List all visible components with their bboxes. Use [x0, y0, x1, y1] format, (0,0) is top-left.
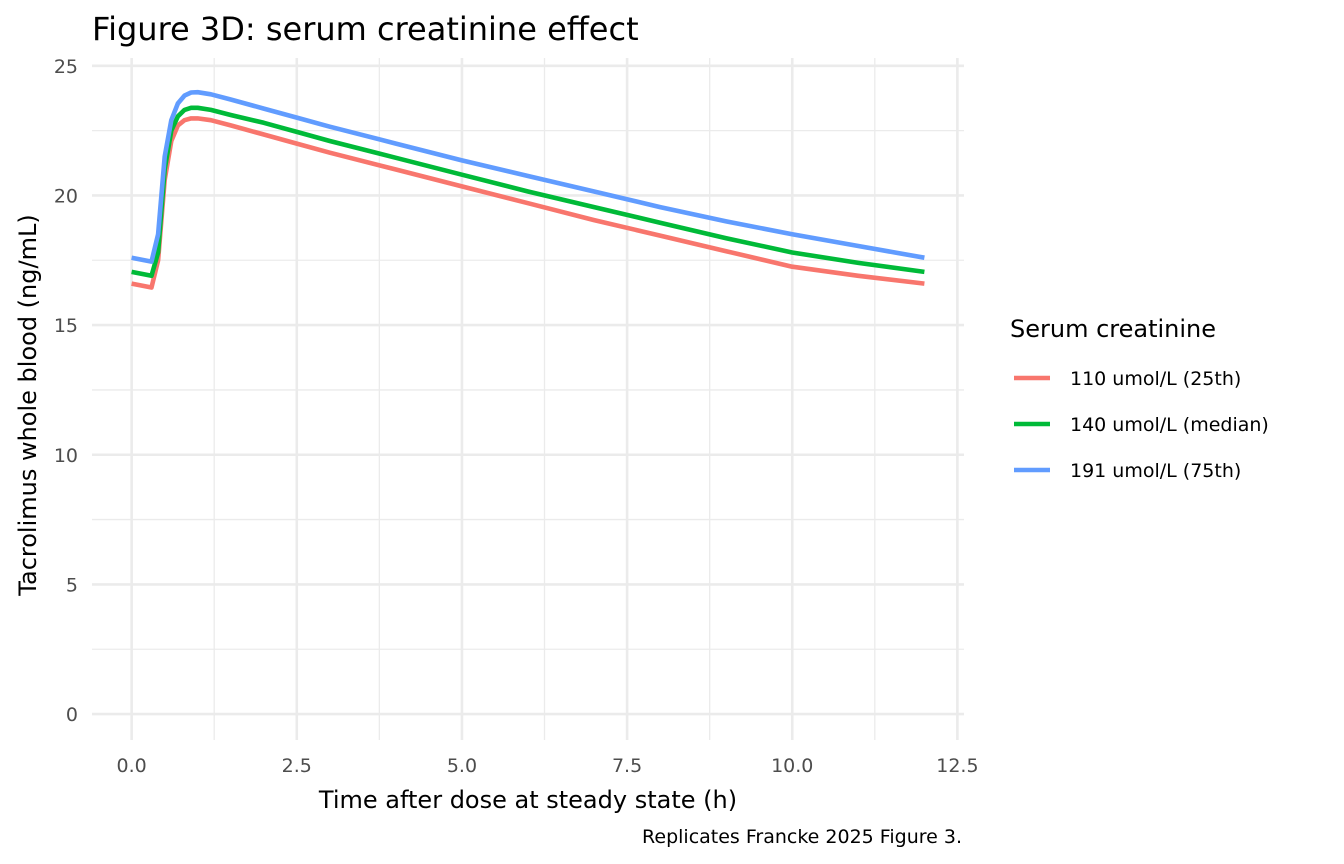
- legend-label: 110 umol/L (25th): [1070, 368, 1241, 390]
- x-tick-label: 10.0: [771, 755, 813, 777]
- x-tick-label: 0.0: [117, 755, 147, 777]
- series-lines: [131, 89, 925, 290]
- series-line: [131, 89, 925, 264]
- legend-title: Serum creatinine: [1010, 315, 1216, 343]
- x-tick-label: 5.0: [447, 755, 477, 777]
- legend-label: 140 umol/L (median): [1070, 414, 1269, 436]
- y-axis-label: Tacrolimus whole blood (ng/mL): [14, 214, 42, 596]
- y-tick-label: 5: [66, 574, 78, 596]
- x-axis-label: Time after dose at steady state (h): [318, 786, 737, 814]
- chart-title: Figure 3D: serum creatinine effect: [92, 10, 639, 48]
- grid-minor: [92, 58, 964, 740]
- grid-major: [92, 58, 964, 740]
- y-tick-label: 15: [54, 315, 78, 337]
- y-tick-label: 20: [54, 185, 78, 207]
- legend: Serum creatinine 110 umol/L (25th) 140 um…: [1010, 315, 1269, 482]
- y-tick-label: 0: [66, 704, 78, 726]
- x-axis-ticks: 0.0 2.5 5.0 7.5 10.0 12.5: [117, 755, 979, 777]
- y-tick-label: 10: [54, 445, 78, 467]
- x-tick-label: 2.5: [282, 755, 312, 777]
- chart-caption: Replicates Francke 2025 Figure 3.: [642, 826, 962, 848]
- legend-items: 110 umol/L (25th) 140 umol/L (median) 191 …: [1014, 368, 1269, 482]
- x-tick-label: 12.5: [936, 755, 978, 777]
- y-axis-ticks: 0 5 10 15 20 25: [54, 56, 78, 726]
- y-tick-label: 25: [54, 56, 78, 78]
- x-tick-label: 7.5: [612, 755, 642, 777]
- legend-label: 191 umol/L (75th): [1070, 460, 1241, 482]
- series-line: [131, 116, 925, 290]
